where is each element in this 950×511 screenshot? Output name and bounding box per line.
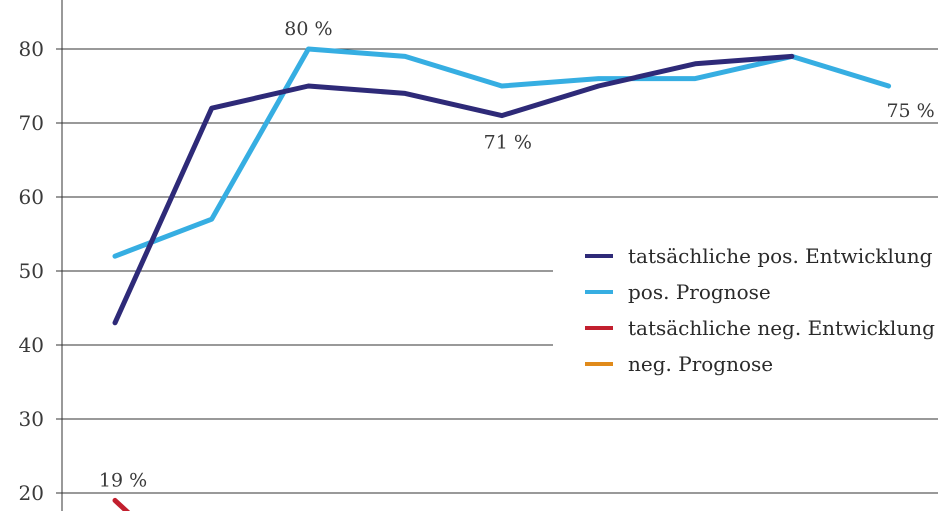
y-tick-label: 70 bbox=[19, 111, 44, 135]
data-label: 75 % bbox=[886, 100, 934, 122]
series-line-2 bbox=[112, 497, 131, 511]
legend-label: tatsächliche pos. Entwicklung bbox=[628, 244, 933, 268]
series-line-1 bbox=[112, 46, 892, 259]
legend: tatsächliche pos. Entwicklung pos. Progno… bbox=[585, 244, 935, 376]
legend-label: neg. Prognose bbox=[628, 352, 773, 376]
data-label: 71 % bbox=[484, 132, 532, 154]
y-tick-label: 60 bbox=[19, 185, 44, 209]
series-lines bbox=[112, 46, 892, 511]
data-label: 19 % bbox=[99, 469, 147, 491]
y-tick-label: 30 bbox=[19, 407, 44, 431]
y-axis-ticks: 20 30 40 50 60 70 80 bbox=[19, 37, 44, 505]
legend-label: tatsächliche neg. Entwicklung bbox=[628, 316, 935, 340]
data-labels: 80 % 71 % 75 % 19 % bbox=[99, 18, 935, 491]
y-tick-label: 40 bbox=[19, 333, 44, 357]
y-tick-label: 80 bbox=[19, 37, 44, 61]
legend-label: pos. Prognose bbox=[628, 280, 771, 304]
y-tick-label: 50 bbox=[19, 259, 44, 283]
data-label: 80 % bbox=[284, 18, 332, 40]
y-tick-label: 20 bbox=[19, 481, 44, 505]
series-line-0 bbox=[112, 53, 795, 326]
